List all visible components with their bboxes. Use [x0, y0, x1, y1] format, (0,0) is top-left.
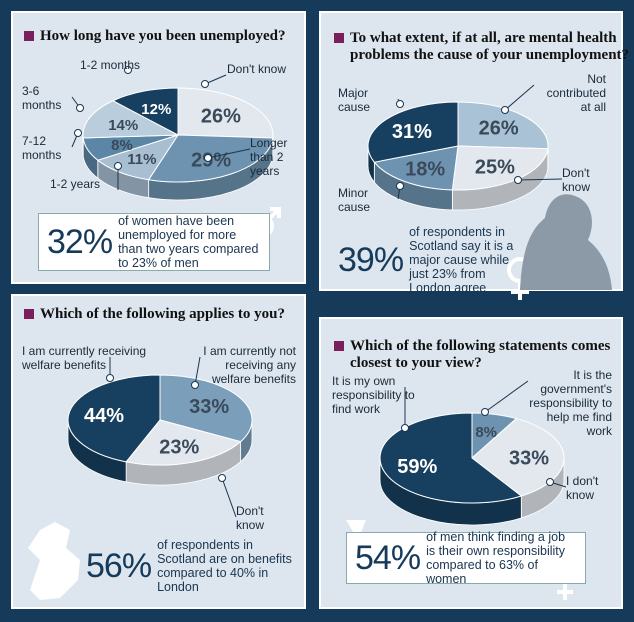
pie-slice [379, 412, 523, 504]
slice-label: I am currently not receiving any welfare… [203, 344, 296, 386]
leader-dot [76, 104, 84, 112]
gender-icon [511, 281, 529, 300]
slice-label: I don't know [566, 474, 599, 502]
gender-icon [557, 582, 573, 600]
value-label: 29% [191, 149, 231, 171]
leader-dot [501, 106, 509, 114]
leader-dot [124, 66, 132, 74]
value-label: 14% [108, 117, 138, 134]
panel-title: How long have you been unemployed? [24, 28, 310, 45]
slice-label: It is the government's responsibility to… [529, 368, 612, 438]
value-label: 31% [392, 121, 432, 143]
slice-label: I am currently receiving welfare benefit… [22, 344, 147, 372]
panel-title: To what extent, if at all, are mental he… [334, 30, 630, 64]
leader-dot [106, 374, 114, 382]
panel-title: Which of the following statements comes … [334, 338, 620, 372]
annotation-figure: 56% [86, 547, 152, 585]
value-label: 59% [397, 456, 437, 478]
annotation: 54% of men think finding a job is their o… [346, 530, 586, 586]
annotation-text: of respondents in Scotland are on benefi… [157, 538, 292, 594]
leader-line [484, 380, 529, 413]
slice-label: 1-2 months [80, 58, 141, 72]
slice-label: 3-6 months [22, 84, 62, 112]
value-label: 11% [127, 151, 156, 168]
value-label: 26% [201, 105, 241, 127]
leader-dot [396, 100, 404, 108]
annotation-text: of women have been unemployed for more t… [118, 214, 259, 270]
pie-slice [177, 87, 274, 139]
scotland-map [28, 522, 80, 600]
value-label: 23% [159, 437, 199, 459]
leader-dot [74, 129, 82, 137]
leader-line [517, 178, 563, 181]
slice-label: Don't know [562, 166, 591, 194]
value-label: 8% [475, 424, 497, 441]
annotation: 39% of respondents in Scotland say it is … [338, 225, 518, 295]
value-label: 33% [509, 447, 549, 469]
slice-label: Minor cause [338, 186, 371, 214]
panel-title: Which of the following applies to you? [24, 306, 300, 323]
leader-dot [481, 408, 489, 416]
gender-icon [346, 520, 366, 540]
leader-line [221, 477, 237, 518]
leader-dot [546, 478, 554, 486]
pie-slice [367, 101, 459, 163]
leader-dot [218, 474, 226, 482]
slice-label: It is my own responsibility to find work [332, 374, 415, 416]
leader-dot [191, 381, 199, 389]
slice-label: Not contributed at all [546, 72, 606, 114]
leader-dot [114, 162, 122, 170]
leader-line [504, 84, 535, 111]
annotation-text: of men think finding a job is their own … [426, 530, 566, 586]
annotation-text: of respondents in Scotland say it is a m… [409, 224, 514, 295]
pie-slice [82, 100, 180, 139]
value-label: 18% [405, 158, 445, 180]
slice-label: Major cause [338, 86, 371, 114]
value-label: 12% [141, 101, 171, 118]
annotation-figure: 32% [47, 223, 113, 261]
leader-dot [401, 424, 409, 432]
annotation: 32% of women have been unemployed for mor… [38, 213, 270, 271]
pie-slice [159, 374, 253, 443]
leader-line [207, 148, 251, 159]
value-label: 33% [189, 396, 229, 418]
annotation-figure: 54% [355, 539, 421, 577]
leader-dot [514, 176, 522, 184]
photo-silhouette [520, 194, 612, 290]
pie-slice [111, 87, 179, 136]
slice-label: Don't know [227, 62, 286, 76]
slice-label: 7-12 months [22, 134, 62, 162]
value-label: 44% [84, 405, 124, 427]
pie-slice [125, 419, 242, 466]
pie-slice [457, 101, 549, 150]
slice-label: 1-2 years [50, 177, 101, 191]
leader-line [194, 356, 201, 386]
value-label: 8% [111, 137, 133, 154]
pie-slice [373, 145, 459, 191]
slice-label: Don't know [236, 504, 265, 532]
value-label: 26% [479, 118, 519, 140]
pie-slice [471, 418, 565, 497]
slice-label: Longer than 2 years [250, 136, 288, 178]
annotation: 56% of respondents in Scotland are on ben… [86, 536, 296, 596]
leader-dot [201, 80, 209, 88]
leader-dot [204, 154, 212, 162]
value-label: 25% [475, 157, 515, 179]
pie-slice [67, 374, 161, 463]
gender-icon [267, 207, 281, 221]
leader-dot [396, 182, 404, 190]
annotation-figure: 39% [338, 240, 404, 279]
